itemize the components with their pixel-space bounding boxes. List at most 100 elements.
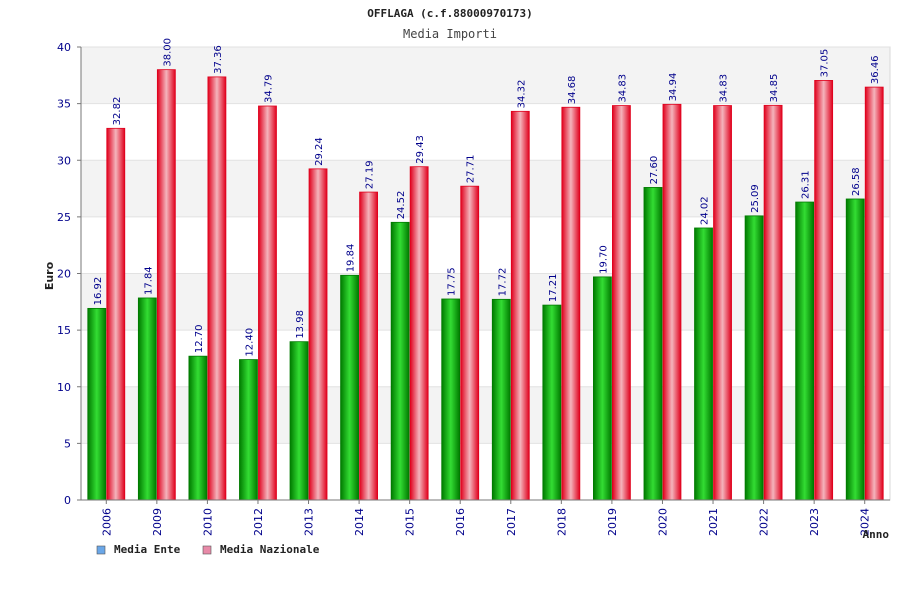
x-tick-label: 2024: [859, 508, 872, 536]
bar-media-ente: [491, 298, 511, 501]
data-label: 12.40: [244, 328, 255, 357]
x-tick-label: 2015: [404, 508, 417, 536]
data-label: 34.68: [567, 76, 578, 105]
data-label: 36.46: [870, 55, 881, 84]
bar-media-ente: [137, 297, 157, 501]
data-label: 17.72: [497, 268, 508, 297]
bar-media-nazionale: [864, 86, 884, 501]
data-label: 34.83: [719, 74, 730, 103]
bar-media-ente: [441, 298, 461, 501]
x-tick-label: 2017: [505, 508, 518, 536]
x-tick-label: 2023: [808, 508, 821, 536]
y-tick-label: 10: [57, 381, 71, 394]
y-tick-label: 15: [57, 324, 71, 337]
bar-media-nazionale: [258, 105, 277, 501]
y-tick-label: 25: [57, 211, 71, 224]
bar-media-nazionale: [510, 110, 530, 501]
legend-swatch-ente: [96, 545, 106, 555]
bar-media-nazionale: [612, 105, 631, 501]
bar-media-nazionale: [106, 127, 126, 501]
data-label: 29.24: [314, 137, 325, 166]
x-tick-label: 2006: [100, 508, 113, 536]
x-tick-label: 2009: [151, 508, 164, 536]
bar-media-ente: [340, 274, 359, 501]
data-label: 37.05: [820, 49, 831, 78]
bar-media-ente: [239, 359, 258, 501]
data-label: 17.21: [548, 273, 559, 302]
data-label: 19.70: [598, 245, 609, 274]
x-tick-label: 2022: [758, 508, 771, 536]
data-label: 27.71: [466, 155, 477, 184]
data-label: 26.58: [851, 167, 862, 196]
data-label: 24.52: [396, 191, 407, 220]
x-axis-label: Anno: [863, 528, 890, 541]
x-tick-label: 2019: [606, 508, 619, 536]
bar-media-nazionale: [359, 191, 378, 501]
x-axis-ticks: 2006 2009 2010 2012 2013 2014 2015 2016 2017 2018…: [100, 500, 872, 536]
y-axis-label: Euro: [43, 261, 56, 290]
bar-media-nazionale: [763, 104, 783, 501]
data-label: 19.84: [346, 244, 357, 273]
x-tick-label: 2012: [252, 508, 265, 536]
y-tick-label: 20: [57, 268, 71, 281]
x-tick-label: 2010: [201, 508, 214, 536]
bar-media-ente: [188, 355, 208, 501]
bar-media-nazionale: [814, 80, 834, 501]
bar-media-ente: [289, 341, 309, 501]
data-label: 24.02: [700, 196, 711, 225]
x-tick-label: 2018: [555, 508, 568, 536]
data-label: 13.98: [295, 310, 306, 339]
data-label: 12.70: [194, 325, 205, 354]
y-tick-label: 5: [64, 437, 71, 450]
bar-media-ente: [694, 227, 713, 501]
y-tick-label: 0: [64, 494, 71, 507]
bar-media-nazionale: [409, 166, 429, 501]
bar-media-nazionale: [561, 106, 581, 501]
x-tick-label: 2013: [303, 508, 316, 536]
x-tick-label: 2021: [707, 508, 720, 536]
bar-media-nazionale: [156, 69, 176, 501]
bar-media-ente: [643, 187, 663, 501]
x-tick-label: 2020: [656, 508, 669, 536]
data-label: 29.43: [415, 135, 426, 164]
legend-label-naz: Media Nazionale: [220, 543, 320, 556]
legend-swatch-naz: [202, 545, 212, 555]
data-label: 27.60: [649, 156, 660, 185]
y-tick-label: 30: [57, 154, 71, 167]
bar-media-nazionale: [207, 76, 227, 501]
x-tick-label: 2016: [454, 508, 467, 536]
chart-title: OFFLAGA (c.f.88000970173): [367, 7, 533, 20]
data-label: 38.00: [162, 38, 173, 67]
legend-label-ente: Media Ente: [114, 543, 181, 556]
bar-media-ente: [845, 198, 865, 501]
data-label: 34.83: [617, 74, 628, 103]
data-label: 34.94: [668, 73, 679, 102]
bars: [87, 69, 884, 501]
chart-subtitle: Media Importi: [403, 27, 497, 41]
y-tick-label: 40: [57, 41, 71, 54]
bar-media-nazionale: [308, 168, 328, 501]
data-label: 16.92: [93, 277, 104, 306]
y-axis-ticks: 0 5 10 15 20 25 30 35 40: [57, 41, 81, 507]
data-label: 32.82: [112, 97, 123, 126]
data-label: 27.19: [365, 160, 376, 189]
bar-media-ente: [390, 221, 410, 501]
data-label: 37.36: [213, 45, 224, 74]
bar-media-ente: [593, 276, 612, 501]
bar-media-ente: [744, 215, 764, 501]
data-label: 34.85: [769, 74, 780, 103]
bar-media-nazionale: [713, 105, 732, 501]
data-label: 34.79: [263, 74, 274, 103]
bar-media-ente: [87, 307, 107, 501]
data-label: 17.75: [447, 267, 458, 296]
bar-media-nazionale: [662, 103, 682, 501]
data-label: 26.31: [801, 170, 812, 199]
x-tick-label: 2014: [353, 508, 366, 536]
data-label: 34.32: [516, 80, 527, 109]
data-label: 17.84: [143, 266, 154, 295]
data-label: 25.09: [750, 184, 761, 213]
data-labels: 16.92 32.82 17.84 38.00 12.70 37.36 12.40 34.79…: [93, 38, 881, 357]
bar-media-nazionale: [460, 185, 480, 501]
bar-media-ente: [795, 201, 815, 501]
